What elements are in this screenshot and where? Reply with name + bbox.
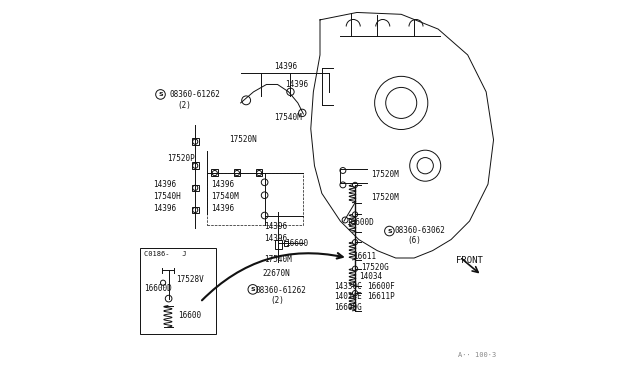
Text: 14396: 14396 [264, 222, 287, 231]
Text: 16600F: 16600F [367, 282, 395, 291]
Text: 08360-61262: 08360-61262 [170, 90, 220, 99]
Text: (2): (2) [270, 296, 284, 305]
Text: A·· 100·3: A·· 100·3 [458, 352, 497, 358]
Bar [192, 207, 199, 213]
Text: 17520P: 17520P [167, 154, 195, 163]
Text: 14024E: 14024E [334, 292, 362, 301]
Text: 14396: 14396 [264, 234, 287, 243]
Bar [192, 138, 199, 145]
Text: 17528V: 17528V [176, 275, 204, 283]
Text: S: S [387, 228, 392, 234]
Bar [140, 248, 216, 334]
Text: S: S [158, 92, 163, 97]
Text: 08360-61262: 08360-61262 [255, 286, 307, 295]
Text: (6): (6) [408, 236, 422, 245]
Bar [192, 162, 199, 169]
Text: 14396: 14396 [285, 80, 308, 89]
Text: 14396: 14396 [153, 180, 176, 189]
Text: 17520M: 17520M [371, 193, 399, 202]
Text: (2): (2) [178, 101, 192, 110]
Text: 16600: 16600 [178, 311, 201, 320]
Bar [275, 240, 282, 249]
Text: 17540M: 17540M [274, 113, 301, 122]
Text: S: S [250, 287, 255, 292]
Text: 22670N: 22670N [263, 269, 291, 278]
Text: FRONT: FRONT [456, 256, 483, 265]
Text: 16600D: 16600D [145, 284, 172, 293]
Text: 14396: 14396 [211, 204, 234, 214]
Text: 14396: 14396 [153, 204, 176, 214]
Text: 17520N: 17520N [230, 135, 257, 144]
Bar [192, 185, 199, 191]
Text: 16611: 16611 [353, 252, 376, 262]
Text: 17540H: 17540H [153, 192, 181, 201]
Text: 17520M: 17520M [371, 170, 399, 179]
Text: 17540M: 17540M [211, 192, 239, 201]
Text: 16600D: 16600D [347, 218, 374, 227]
Text: 14034: 14034 [359, 272, 382, 281]
Bar [256, 169, 262, 176]
Text: 16600G: 16600G [334, 302, 362, 312]
Text: 16611P: 16611P [367, 292, 395, 301]
Text: C0186-   J: C0186- J [143, 251, 186, 257]
Text: 17540M: 17540M [264, 255, 292, 264]
Bar [284, 241, 288, 246]
Bar [211, 169, 218, 176]
Text: 14396: 14396 [274, 61, 297, 71]
Text: 14330C: 14330C [334, 282, 362, 291]
Bar [234, 169, 240, 176]
Text: 14396: 14396 [211, 180, 234, 189]
Text: 17520G: 17520G [362, 263, 389, 272]
Text: 08360-63062: 08360-63062 [395, 226, 445, 235]
Text: 16600: 16600 [285, 239, 308, 248]
